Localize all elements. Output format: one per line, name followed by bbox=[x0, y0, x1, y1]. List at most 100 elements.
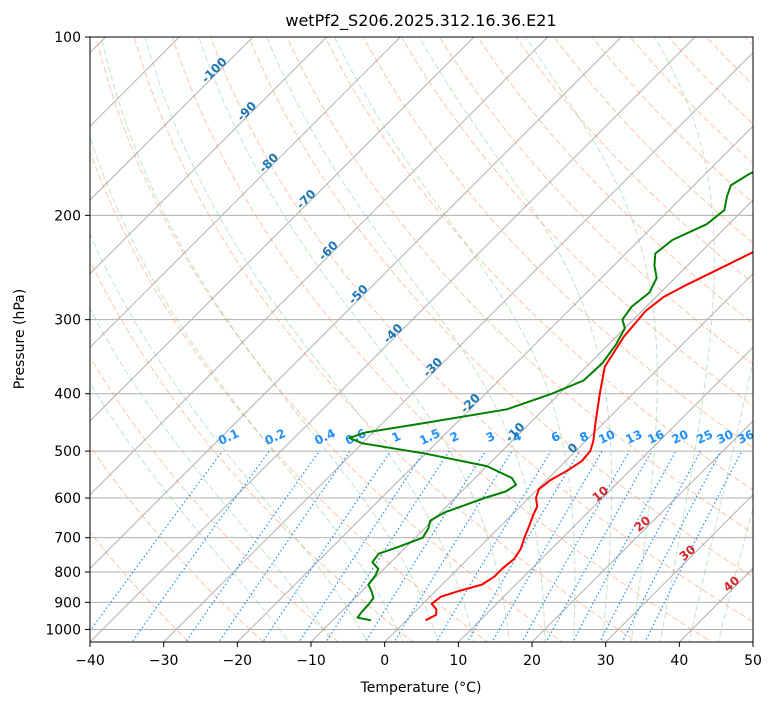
mixing-ratio-label: 10 bbox=[596, 427, 617, 447]
dry-adiabat-line bbox=[171, 37, 713, 642]
wet-bulb-label: 40 bbox=[721, 573, 743, 594]
mixing-ratio-label: 0.2 bbox=[263, 426, 288, 448]
x-axis-label: Temperature (°C) bbox=[360, 680, 482, 696]
mixing-ratio-line bbox=[364, 450, 486, 642]
isotherm-label: -60 bbox=[316, 238, 341, 263]
mixing-ratio-lines bbox=[90, 450, 743, 642]
y-tick-label: 200 bbox=[54, 208, 81, 224]
isotherm-line bbox=[752, 641, 753, 642]
y-tick-label: 600 bbox=[54, 491, 81, 507]
mixing-ratio-label: 0.4 bbox=[312, 426, 337, 448]
x-tick-label: −30 bbox=[149, 653, 179, 669]
x-tick-label: 10 bbox=[449, 653, 467, 669]
dry-adiabat-line bbox=[362, 37, 753, 449]
mixing-ratio-label: 13 bbox=[623, 427, 644, 447]
isotherm-line bbox=[90, 37, 475, 422]
dry-adiabat-line bbox=[90, 531, 190, 642]
dry-adiabat-line bbox=[515, 37, 753, 284]
dry-adiabat-line bbox=[248, 37, 753, 578]
x-axis-ticks: −40 −30 −20 −10 0 10 20 30 40 50 bbox=[75, 642, 762, 669]
x-tick-label: 0 bbox=[380, 653, 389, 669]
x-tick-label: 20 bbox=[523, 653, 541, 669]
y-tick-label: 900 bbox=[54, 595, 81, 611]
moist-adiabat-line bbox=[717, 506, 753, 642]
isotherm-line bbox=[236, 125, 753, 642]
mixing-ratio-line bbox=[218, 450, 351, 642]
mixing-ratio-line bbox=[262, 450, 392, 642]
isotherm-line bbox=[531, 420, 753, 642]
isotherm-line bbox=[90, 37, 181, 128]
dry-adiabat-line bbox=[324, 37, 753, 491]
mixing-ratio-label: 8 bbox=[577, 429, 590, 445]
dry-adiabat-line bbox=[210, 37, 753, 623]
dry-adiabat-line bbox=[286, 37, 753, 534]
mixing-ratio-line bbox=[599, 450, 702, 642]
moist-adiabat-line bbox=[334, 37, 576, 642]
isotherm-label: -80 bbox=[256, 150, 281, 175]
dry-adiabat-line bbox=[90, 356, 339, 642]
y-tick-label: 300 bbox=[54, 313, 81, 329]
mixing-ratio-line bbox=[393, 450, 513, 642]
isotherm-label: -100 bbox=[199, 55, 230, 86]
mixing-ratio-line bbox=[572, 450, 677, 642]
y-axis-label: Pressure (hPa) bbox=[12, 289, 28, 389]
mixing-ratio-label: 3 bbox=[484, 429, 497, 445]
plot-frame bbox=[89, 36, 754, 643]
mixing-ratio-label: 30 bbox=[714, 427, 735, 447]
pressure-gridlines bbox=[90, 37, 753, 630]
isotherm-line bbox=[383, 272, 753, 642]
dry-adiabat-line bbox=[90, 445, 265, 642]
mixing-ratio-line bbox=[466, 450, 580, 642]
wet-bulb-label: 10 bbox=[590, 483, 612, 504]
dry-adiabat-line bbox=[553, 37, 753, 244]
y-axis-ticks: 100 200 300 400 500 600 700 800 900 1000 bbox=[45, 30, 90, 638]
plot-area: 0.1 0.2 0.4 0.6 1 1.5 2 3 4 6 8 10 13 16 20 25 30 36-100-… bbox=[90, 37, 753, 642]
dry-adiabat-line bbox=[400, 37, 753, 407]
chart-title: wetPf2_S206.2025.312.16.36.E21 bbox=[285, 11, 556, 31]
x-tick-label: 50 bbox=[744, 653, 762, 669]
isotherm-line bbox=[162, 51, 753, 642]
moist-adiabat-line bbox=[525, 37, 658, 642]
mixing-ratio-line bbox=[545, 450, 653, 642]
mixing-ratio-label: 25 bbox=[694, 427, 715, 447]
isotherm-label: -40 bbox=[380, 321, 405, 346]
moist-adiabat-line bbox=[688, 358, 753, 642]
moist-adiabat-line bbox=[144, 37, 475, 642]
mixing-ratio-label: 6 bbox=[549, 429, 562, 445]
x-tick-label: 30 bbox=[597, 653, 615, 669]
y-tick-label: 100 bbox=[54, 30, 81, 46]
isotherm-line bbox=[90, 37, 696, 642]
y-tick-label: 1000 bbox=[45, 622, 81, 638]
mixing-ratio-label: 2 bbox=[448, 429, 461, 445]
y-tick-label: 400 bbox=[54, 387, 81, 403]
moist-adiabats bbox=[90, 37, 753, 642]
sounding-traces bbox=[348, 171, 753, 622]
mixing-ratio-label: 0.1 bbox=[216, 426, 241, 448]
x-tick-label: −20 bbox=[223, 653, 253, 669]
moist-adiabat-line bbox=[90, 135, 404, 642]
moist-adiabat-line bbox=[90, 232, 369, 642]
isotherm-line bbox=[90, 37, 623, 570]
isotherm-line bbox=[457, 346, 753, 642]
y-tick-label: 800 bbox=[54, 565, 81, 581]
isotherm-line bbox=[310, 199, 753, 642]
mixing-ratio-label: 16 bbox=[645, 427, 666, 447]
mixing-ratio-label: 1 bbox=[389, 429, 402, 445]
moist-adiabat-line bbox=[654, 37, 715, 642]
mixing-ratio-label: 1.5 bbox=[417, 426, 442, 448]
mixing-ratio-line bbox=[90, 450, 223, 632]
mixing-ratio-line bbox=[298, 450, 425, 642]
x-tick-label: 40 bbox=[670, 653, 688, 669]
mixing-ratio-line bbox=[325, 450, 450, 642]
moist-adiabat-line bbox=[198, 37, 510, 642]
mixing-ratio-line bbox=[131, 450, 270, 642]
dry-adiabat-line bbox=[90, 150, 489, 642]
isotherm-line bbox=[90, 37, 328, 275]
moist-adiabat-line bbox=[418, 37, 613, 642]
moist-adiabat-line bbox=[90, 382, 290, 642]
dry-adiabat-line bbox=[477, 37, 753, 325]
mixing-ratio-line bbox=[621, 450, 722, 642]
x-tick-label: −10 bbox=[296, 653, 326, 669]
mixing-ratio-line bbox=[491, 450, 603, 642]
